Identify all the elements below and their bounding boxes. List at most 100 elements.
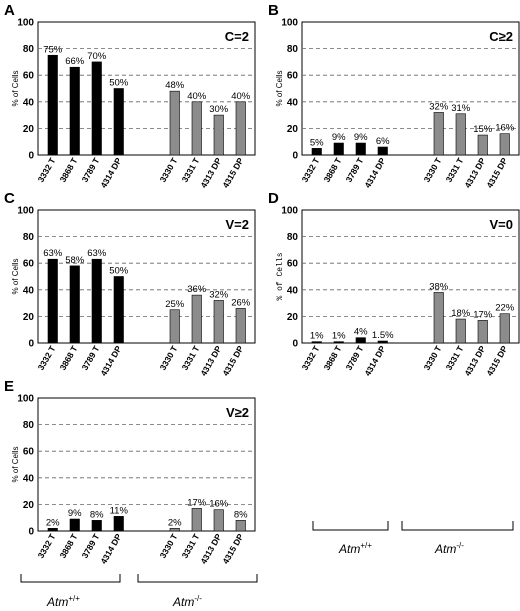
data-label: 2% [168, 517, 182, 528]
y-axis-label: % of Cells [11, 446, 20, 482]
y-tick-label: 100 [17, 394, 34, 405]
bar-4313-dp [213, 300, 224, 344]
panel-letter-d: D [268, 190, 279, 207]
y-tick-label: 20 [23, 124, 35, 135]
group-label-ko-d: Atm-/- [435, 541, 464, 556]
y-tick-label: 80 [287, 232, 299, 243]
bar-3331-t [191, 101, 202, 156]
y-tick-label: 60 [287, 71, 299, 82]
y-tick-label: 20 [23, 312, 35, 323]
data-label: 1% [332, 331, 346, 342]
y-tick-label: 40 [287, 97, 299, 108]
y-axis-label: % of Cells [276, 252, 285, 300]
bar-4315-dp [235, 101, 246, 156]
data-label: 16% [209, 499, 229, 510]
y-tick-label: 0 [28, 527, 34, 538]
data-label: 11% [110, 505, 129, 516]
bar-4314-dp [377, 146, 388, 156]
y-tick-label: 100 [17, 206, 34, 217]
y-tick-label: 20 [23, 500, 35, 511]
panel-letter-e: E [4, 378, 15, 395]
bar-3789-t [91, 61, 102, 156]
chart-title: V≥2 [226, 405, 249, 420]
data-label: 16% [495, 123, 515, 134]
y-tick-label: 40 [23, 473, 35, 484]
bar-3331-t [191, 508, 202, 532]
bar-4314-dp [113, 516, 124, 532]
data-label: 66% [65, 56, 85, 67]
bar-4314-dp [377, 340, 388, 344]
chart-title: V=2 [226, 217, 250, 232]
bar-3868-t [333, 142, 344, 156]
data-label: 40% [187, 91, 207, 102]
data-label: 48% [165, 80, 185, 91]
bar-3789-t [91, 258, 102, 344]
data-label: 38% [429, 281, 449, 292]
bar-3330-t [169, 309, 180, 344]
bar-4313-dp [213, 509, 224, 532]
data-label: 17% [473, 309, 493, 320]
bar-4314-dp [113, 88, 124, 156]
data-label: 50% [109, 266, 129, 277]
bar-3332-t [47, 258, 58, 344]
data-label: 1% [310, 331, 324, 342]
data-label: 30% [209, 104, 229, 115]
bar-3330-t [169, 528, 180, 532]
data-label: 63% [87, 248, 107, 259]
data-label: 4% [354, 327, 368, 338]
bar-3789-t [91, 520, 102, 532]
panel-letter-c: C [4, 190, 15, 207]
bracket-wt-d [312, 521, 389, 531]
data-label: 9% [68, 508, 82, 519]
data-label: 32% [429, 101, 449, 112]
bar-3331-t [191, 294, 202, 344]
y-tick-label: 60 [23, 447, 35, 458]
bar-3330-t [433, 292, 444, 344]
y-axis-label: % of Cells [11, 258, 20, 294]
y-tick-label: 20 [287, 124, 299, 135]
bracket-ko-d [401, 521, 514, 531]
bar-3331-t [455, 318, 466, 344]
group-label-wt-d: Atm+/+ [339, 541, 372, 556]
y-tick-label: 40 [23, 285, 35, 296]
data-label: 32% [209, 289, 229, 300]
plot-area [37, 397, 256, 532]
bar-3332-t [47, 528, 58, 532]
bar-3868-t [333, 341, 344, 344]
bar-4314-dp [113, 276, 124, 344]
data-label: 25% [165, 299, 185, 310]
bar-4315-dp [235, 520, 246, 532]
y-tick-label: 100 [17, 18, 34, 29]
y-tick-label: 0 [28, 151, 34, 162]
y-tick-label: 80 [23, 420, 35, 431]
data-label: 8% [90, 509, 104, 520]
bar-3868-t [69, 518, 80, 532]
group-label-wt-e: Atm+/+ [47, 594, 80, 609]
bar-3331-t [455, 113, 466, 156]
bar-4313-dp [477, 134, 488, 156]
bar-3868-t [69, 265, 80, 344]
y-tick-label: 60 [287, 259, 299, 270]
y-tick-label: 80 [23, 44, 35, 55]
data-label: 9% [332, 132, 346, 143]
bar-4313-dp [477, 320, 488, 344]
y-tick-label: 40 [287, 285, 299, 296]
plot-area [301, 21, 520, 156]
data-label: 17% [187, 497, 207, 508]
y-tick-label: 60 [23, 71, 35, 82]
panel-letter-b: B [268, 2, 279, 19]
data-label: 2% [46, 517, 60, 528]
bar-3332-t [311, 148, 322, 156]
data-label: 8% [234, 509, 248, 520]
y-axis-label: % of Cells [275, 70, 284, 106]
y-tick-label: 0 [292, 151, 298, 162]
data-label: 50% [109, 78, 129, 89]
data-label: 1.5% [372, 330, 394, 341]
y-tick-label: 60 [23, 259, 35, 270]
data-label: 75% [43, 44, 63, 55]
data-label: 36% [187, 284, 207, 295]
bracket-ko-e [137, 574, 258, 583]
